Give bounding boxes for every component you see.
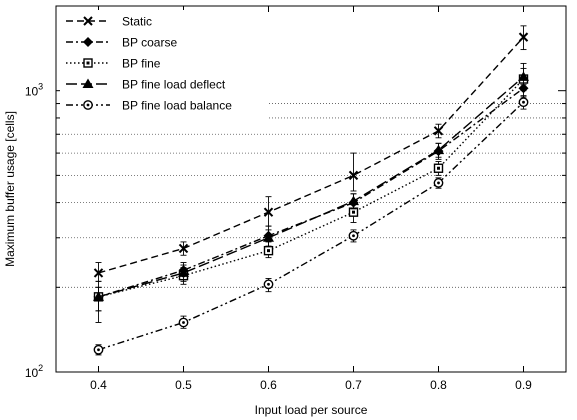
data-point (348, 195, 359, 206)
x-tick-label: 0.4 (90, 378, 107, 392)
error-bar (350, 152, 357, 192)
data-point (518, 32, 529, 42)
series-1 (93, 25, 529, 282)
legend-entry: Static (66, 15, 152, 29)
series-4 (93, 62, 529, 323)
data-point (178, 267, 189, 277)
data-point (263, 232, 274, 242)
data-point (178, 243, 189, 254)
legend-marker (82, 78, 94, 88)
series-line (98, 36, 525, 274)
data-point (348, 170, 359, 181)
legend-label: BP fine load deflect (122, 78, 226, 92)
x-tick-label: 0.8 (430, 378, 447, 392)
data-point (263, 207, 274, 217)
legend-entry: BP coarse (66, 36, 177, 50)
legend-marker (83, 16, 93, 26)
series-line (98, 76, 524, 298)
legend: Static BP coarse BP fine BP fine load defle… (60, 10, 268, 119)
series-line (98, 78, 525, 298)
x-tick-label: 0.5 (175, 378, 192, 392)
legend-entry: BP fine load balance (66, 99, 232, 113)
series-layer (93, 25, 529, 356)
data-point (433, 144, 444, 155)
legend-entry: BP fine (66, 57, 161, 71)
legend-label: Static (122, 15, 152, 29)
y-tick-label: 102 (25, 363, 43, 380)
data-point (433, 126, 444, 136)
legend-marker (83, 37, 93, 47)
series-line (98, 87, 524, 298)
x-tick-label: 0.9 (515, 378, 532, 392)
legend-entry: BP fine load deflect (66, 78, 226, 92)
y-tick-label: 103 (25, 82, 43, 99)
legend-background (60, 10, 268, 119)
legend-label: BP fine load balance (122, 99, 232, 113)
error-bar (95, 280, 102, 323)
x-tick-label: 0.6 (260, 378, 277, 392)
data-point (93, 291, 104, 301)
x-tick-label: 0.7 (345, 378, 362, 392)
series-line (98, 101, 524, 351)
x-axis-title: Input load per source (255, 403, 368, 417)
legend-label: BP fine (122, 57, 161, 71)
axis-ticks: 0.4 0.5 0.6 0.7 0.8 0.9 102 103 (25, 6, 566, 392)
plot-frame (55, 5, 567, 373)
legend-label: BP coarse (122, 36, 177, 50)
data-point (518, 71, 529, 81)
y-axis-title: Maximum buffer usage [cells] (3, 111, 17, 267)
series-5 (93, 95, 529, 356)
data-point (93, 268, 104, 278)
